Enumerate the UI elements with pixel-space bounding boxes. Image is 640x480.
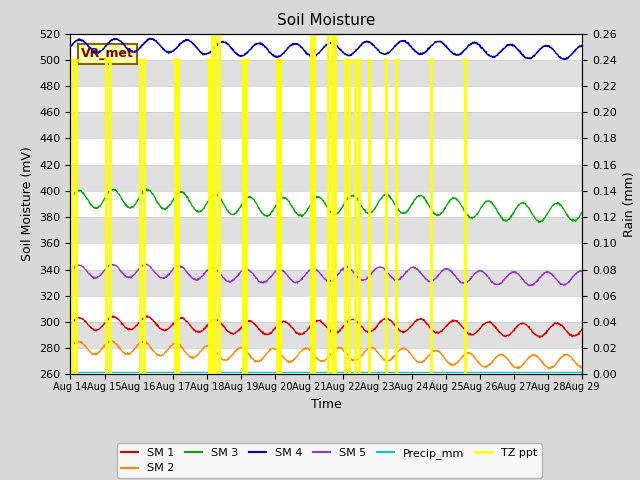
Bar bbox=[70, 60, 582, 86]
Bar bbox=[70, 243, 582, 270]
Bar bbox=[70, 270, 582, 296]
Bar bbox=[70, 138, 582, 165]
Bar bbox=[70, 217, 582, 243]
Text: VR_met: VR_met bbox=[81, 48, 134, 60]
Title: Soil Moisture: Soil Moisture bbox=[277, 13, 376, 28]
Y-axis label: Soil Moisture (mV): Soil Moisture (mV) bbox=[21, 146, 34, 262]
Y-axis label: Rain (mm): Rain (mm) bbox=[623, 171, 636, 237]
Legend: SM 1, SM 2, SM 3, SM 4, SM 5, Precip_mm, TZ ppt: SM 1, SM 2, SM 3, SM 4, SM 5, Precip_mm,… bbox=[117, 444, 541, 478]
Bar bbox=[70, 165, 582, 191]
Bar bbox=[70, 322, 582, 348]
Bar bbox=[70, 86, 582, 112]
X-axis label: Time: Time bbox=[311, 397, 342, 410]
Bar bbox=[70, 348, 582, 374]
Bar bbox=[70, 191, 582, 217]
Bar bbox=[70, 296, 582, 322]
Bar bbox=[70, 112, 582, 138]
Bar bbox=[70, 34, 582, 60]
